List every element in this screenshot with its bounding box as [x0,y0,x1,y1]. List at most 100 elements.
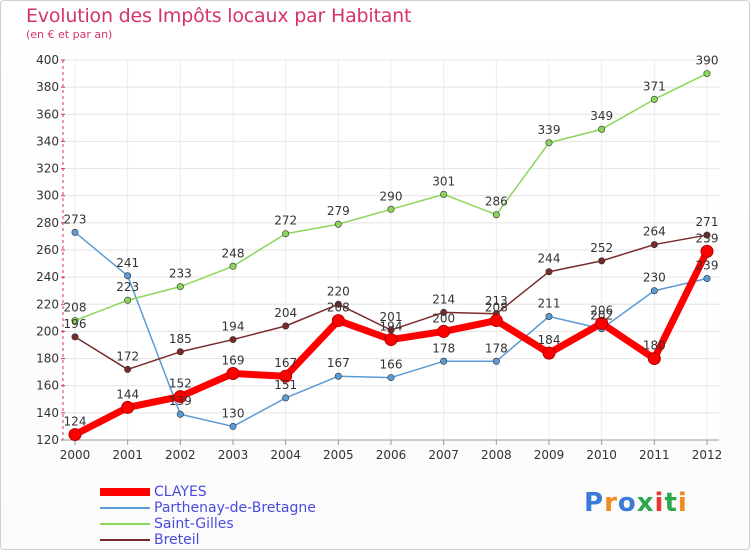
data-label-saint-gilles: 390 [696,54,719,68]
data-label-breteil: 271 [696,215,719,229]
logo-letter: x [636,488,655,518]
data-point-parthenay-de-bretagne [124,272,132,280]
y-tick-label: 140 [36,406,59,420]
data-point-saint-gilles [492,211,500,219]
data-label-saint-gilles: 208 [64,301,87,315]
data-point-parthenay-de-bretagne [334,372,342,380]
data-point-parthenay-de-bretagne [71,228,79,236]
logo-letter: i [654,488,665,518]
chart-subtitle: (en € et par an) [26,28,113,41]
data-label-breteil: 201 [380,310,403,324]
x-tick-label: 2000 [60,448,91,462]
x-tick-label: 2011 [639,448,670,462]
data-point-breteil [650,241,658,249]
data-label-clayes: 208 [327,301,350,315]
data-point-parthenay-de-bretagne [387,374,395,382]
data-point-clayes [542,346,556,360]
data-label-breteil: 204 [274,306,297,320]
data-label-saint-gilles: 339 [538,123,561,137]
data-label-clayes: 206 [590,303,613,317]
data-label-parthenay-de-bretagne: 139 [169,394,192,408]
x-tick-label: 2003 [218,448,249,462]
data-point-breteil [229,336,237,344]
data-label-breteil: 264 [643,225,666,239]
legend-item-breteil: Breteil [100,532,316,548]
data-label-parthenay-de-bretagne: 211 [538,297,561,311]
data-label-clayes: 124 [64,415,87,429]
data-label-clayes: 167 [274,356,297,370]
data-label-clayes: 152 [169,377,192,391]
logo-letter: t [664,488,678,518]
data-label-clayes: 208 [485,301,508,315]
y-tick-label: 120 [36,433,59,447]
data-point-breteil [176,348,184,356]
data-label-saint-gilles: 233 [169,267,192,281]
data-point-breteil [545,268,553,276]
data-label-breteil: 172 [116,349,139,363]
data-label-parthenay-de-bretagne: 151 [274,378,297,392]
data-label-parthenay-de-bretagne: 273 [64,212,87,226]
data-point-clayes [68,428,82,442]
grid [63,59,719,441]
data-label-clayes: 194 [380,320,403,334]
data-point-parthenay-de-bretagne [229,422,237,430]
y-tick-label: 220 [36,297,59,311]
y-tick-label: 160 [36,379,59,393]
data-label-parthenay-de-bretagne: 130 [222,406,245,420]
data-label-clayes: 144 [116,387,139,401]
data-label-breteil: 252 [590,241,613,255]
data-point-breteil [334,300,342,308]
data-point-saint-gilles [440,190,448,198]
data-point-clayes [173,390,187,404]
x-tick-label: 2012 [692,448,723,462]
data-label-clayes: 169 [222,354,245,368]
data-point-clayes [121,400,135,414]
data-label-saint-gilles: 371 [643,79,666,93]
data-point-clayes [226,367,240,380]
legend-item-parthenay: Parthenay-de-Bretagne [100,500,316,516]
data-point-saint-gilles [71,317,79,325]
data-label-saint-gilles: 279 [327,204,350,218]
y-tick-label: 200 [36,324,59,338]
legend-item-saint-gilles: Saint-Gilles [100,516,316,532]
data-label-parthenay-de-bretagne: 166 [380,358,403,372]
data-point-clayes [279,369,293,383]
y-tick-label: 380 [36,80,59,94]
data-point-clayes [437,324,451,338]
data-label-saint-gilles: 290 [380,189,403,203]
data-point-breteil [282,322,290,330]
data-label-saint-gilles: 223 [116,280,139,294]
data-label-saint-gilles: 272 [274,214,297,228]
data-point-parthenay-de-bretagne [176,410,184,418]
data-point-saint-gilles [650,95,658,103]
axes: 120 140 160 180 200 220 240 260 280 300 320 340 360 3… [36,53,722,462]
data-point-clayes [331,314,345,328]
data-labels-layer: 124 144 152 169 167 208 194 200 208 184 206 180 259 2… [64,54,719,429]
x-tick-label: 2002 [165,448,196,462]
data-label-saint-gilles: 301 [432,174,455,188]
x-tick-label: 2009 [534,448,565,462]
data-point-clayes [595,316,609,330]
data-point-clayes [489,314,503,328]
logo-letter: P [584,488,605,518]
legend-label-saint-gilles: Saint-Gilles [154,516,234,532]
data-point-saint-gilles [703,70,711,78]
data-label-clayes: 259 [696,231,719,245]
data-point-saint-gilles [229,262,237,270]
data-point-clayes [384,333,398,347]
data-point-saint-gilles [176,283,184,291]
x-tick-label: 2004 [270,448,301,462]
x-tick-label: 2007 [428,448,459,462]
data-label-clayes: 180 [643,339,666,353]
data-label-parthenay-de-bretagne: 167 [327,356,350,370]
data-point-saint-gilles [598,125,606,133]
x-tick-label: 2001 [112,448,143,462]
x-tick-label: 2006 [376,448,407,462]
legend-item-clayes: CLAYES [100,484,316,500]
data-label-saint-gilles: 286 [485,195,508,209]
legend: CLAYES Parthenay-de-Bretagne Saint-Gille… [100,484,316,548]
data-point-breteil [598,257,606,265]
logo-letter: r [604,488,618,518]
data-point-parthenay-de-bretagne [492,357,500,365]
